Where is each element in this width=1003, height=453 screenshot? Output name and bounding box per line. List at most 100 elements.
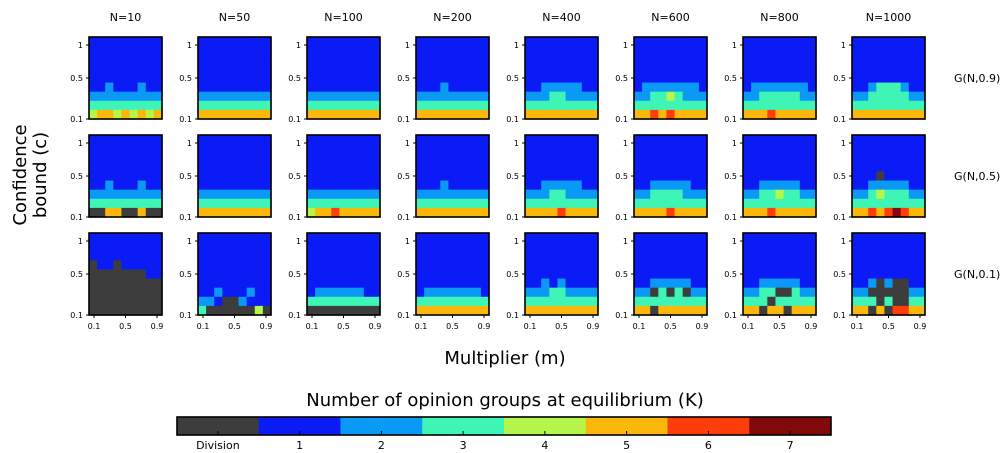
heatmap-cell (254, 296, 264, 307)
heatmap-cell (331, 287, 341, 298)
heatmap-cell (254, 260, 264, 271)
heatmap-cell (440, 82, 450, 93)
heatmap-cell (464, 82, 474, 93)
heatmap-cell (581, 55, 591, 65)
heatmap-cell (480, 100, 490, 111)
heatmap-cell (262, 46, 272, 56)
heatmap-cell (698, 162, 708, 173)
heatmap-cell (448, 64, 458, 75)
heatmap-cell (246, 305, 256, 316)
heatmap-cell (533, 64, 542, 75)
heatmap-cell (666, 91, 676, 102)
heatmap-cell (214, 144, 223, 154)
heatmap-cell (113, 207, 123, 218)
heatmap-cell (900, 233, 910, 243)
heatmap-cell (799, 109, 809, 120)
heatmap-cell (541, 251, 550, 261)
heatmap-cell (751, 55, 760, 65)
heatmap-cell (307, 305, 316, 316)
heatmap-cell (331, 46, 341, 56)
heatmap-cell (323, 64, 332, 75)
figure-labels: Confidence bound (c) Multiplier (m) Numb… (10, 124, 704, 411)
y-tick-label: 0.1 (615, 311, 628, 320)
heatmap-cell (137, 287, 147, 298)
heatmap-cell (565, 260, 575, 271)
heatmap-cell (371, 100, 381, 111)
heatmap-cell (642, 296, 651, 307)
heatmap-cell (634, 180, 643, 191)
heatmap-cell (868, 198, 877, 209)
heatmap-cell (658, 242, 668, 252)
heatmap-cell (480, 207, 490, 218)
heatmap-cell (791, 296, 801, 307)
heatmap-cell (416, 135, 425, 145)
heatmap-cell (892, 46, 902, 56)
heatmap-cell (440, 207, 450, 218)
heatmap-cell (246, 233, 256, 243)
y-tick-label: 1 (841, 237, 846, 246)
heatmap-cell (371, 135, 381, 145)
heatmap-cell (363, 144, 373, 154)
heatmap-cell (908, 46, 918, 56)
heatmap-cell (674, 100, 684, 111)
heatmap-cell (807, 73, 817, 84)
heatmap-cell (783, 46, 793, 56)
heatmap-cell (682, 100, 692, 111)
heatmap-cell (916, 135, 926, 145)
heatmap-cell (307, 109, 316, 120)
heatmap-cell (355, 305, 365, 316)
heatmap-cell (860, 269, 869, 280)
heatmap-cell (807, 198, 817, 209)
heatmap-cell (89, 37, 98, 47)
heatmap-cell (876, 135, 886, 145)
heatmap-cell (634, 233, 643, 243)
heatmap-cell (153, 109, 163, 120)
heatmap-cell (137, 189, 147, 200)
heatmap-cell (371, 171, 381, 182)
heatmap-cell (105, 144, 114, 154)
heatmap-cell (198, 144, 207, 154)
heatmap-cell (97, 162, 106, 173)
heatmap-cell (682, 269, 692, 280)
heatmap-cell (900, 37, 910, 47)
heatmap-cell (440, 37, 450, 47)
heatmap-cell (480, 233, 490, 243)
heatmap-cell (868, 207, 877, 218)
heatmap-cell (892, 242, 902, 252)
heatmap-cell (759, 233, 768, 243)
heatmap-cell (908, 233, 918, 243)
heatmap-cell (573, 207, 583, 218)
heatmap-cell (650, 73, 659, 84)
heatmap-cell (533, 242, 542, 252)
heatmap-cell (759, 251, 768, 261)
heatmap-cell (198, 109, 207, 120)
y-tick-label: 0.1 (179, 115, 192, 124)
heatmap-cell (666, 287, 676, 298)
heatmap-cell (121, 296, 131, 307)
x-tick-label: 0.5 (446, 322, 459, 331)
heatmap-cell (581, 180, 591, 191)
heatmap-cell (153, 251, 163, 261)
heatmap-cell (464, 278, 474, 289)
heatmap-cell (743, 46, 752, 56)
heatmap-cell (634, 251, 643, 261)
heatmap-cell (751, 305, 760, 316)
heatmap-cell (581, 91, 591, 102)
heatmap-cell (674, 37, 684, 47)
heatmap-cell (347, 287, 357, 298)
heatmap-cell (222, 64, 232, 75)
heatmap-cell (533, 109, 542, 120)
heatmap-cell (900, 46, 910, 56)
heatmap-cell (581, 189, 591, 200)
heatmap-cell (198, 46, 207, 56)
heatmap-cell (634, 135, 643, 145)
heatmap-cell (900, 162, 910, 173)
heatmap-cell (331, 278, 341, 289)
heatmap-cell (549, 180, 559, 191)
heatmap-cell (674, 55, 684, 65)
heatmap-cell (456, 233, 466, 243)
heatmap-cell (89, 109, 98, 120)
heatmap-cell (908, 109, 918, 120)
heatmap-cell (254, 100, 264, 111)
heatmap-cell (541, 242, 550, 252)
